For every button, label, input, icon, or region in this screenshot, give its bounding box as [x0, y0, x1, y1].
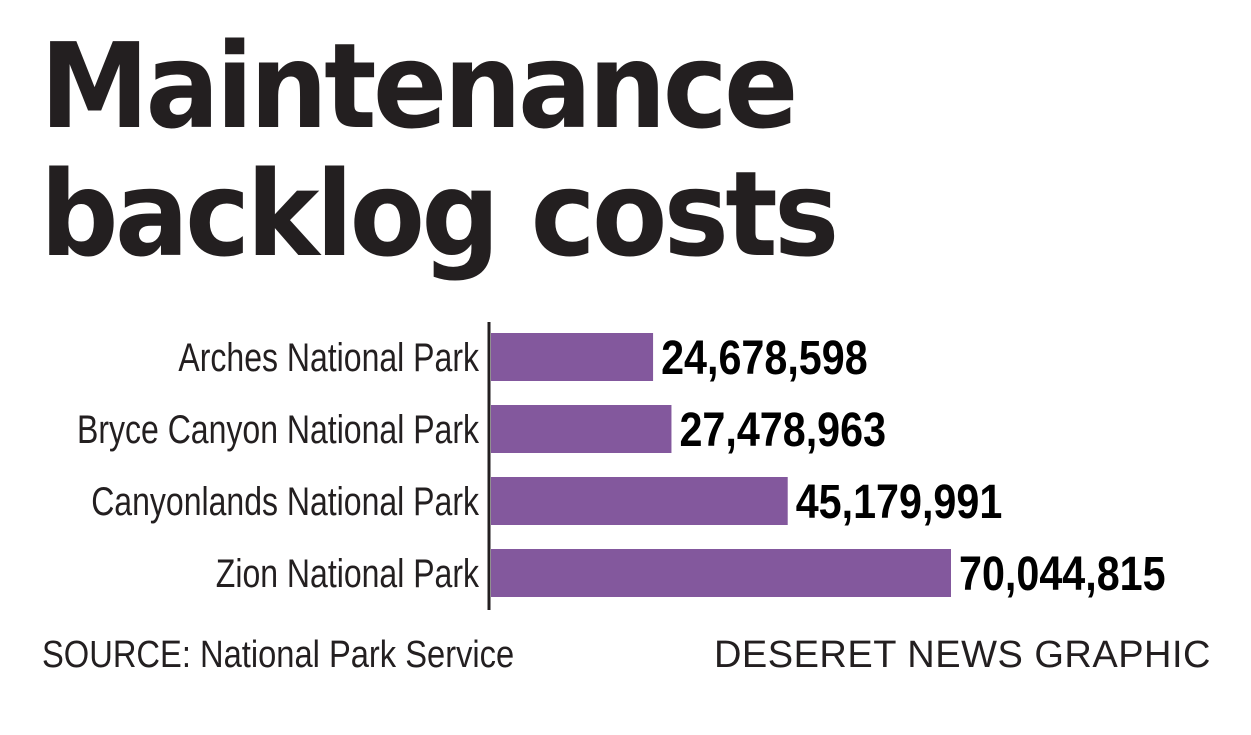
source-note: SOURCE: National Park Service: [42, 634, 515, 676]
value-label: 70,044,815: [959, 548, 1166, 601]
bar: [491, 477, 788, 525]
value-label: 27,478,963: [679, 404, 886, 457]
category-label: Zion National Park: [216, 552, 480, 596]
value-label: 24,678,598: [661, 332, 868, 385]
chart-title: Maintenance backlog costs: [40, 17, 839, 283]
graphic-credit: DESERET NEWS GRAPHIC: [713, 634, 1211, 676]
category-label: Canyonlands National Park: [91, 480, 480, 524]
bar: [491, 549, 951, 597]
category-label: Bryce Canyon National Park: [77, 408, 480, 452]
bar: [491, 405, 672, 453]
chart-title-line-1: Maintenance: [40, 17, 798, 155]
chart-title-line-2: backlog costs: [40, 145, 839, 283]
category-label: Arches National Park: [178, 336, 479, 380]
bar: [491, 333, 654, 381]
value-label: 45,179,991: [796, 476, 1003, 529]
